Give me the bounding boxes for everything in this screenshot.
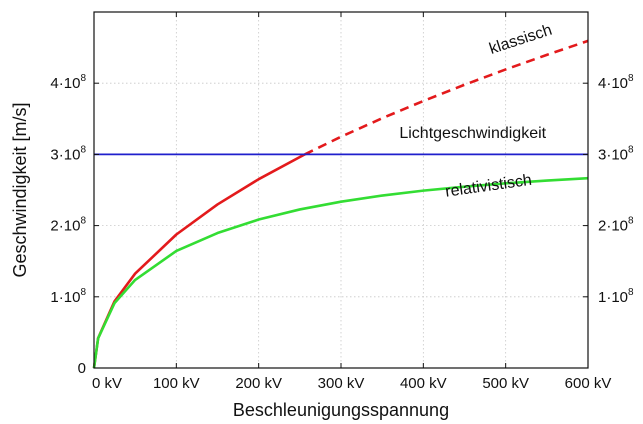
series-line-relativistisch	[92, 176, 589, 369]
annotation-klassisch: klassisch	[487, 22, 554, 58]
y-tick-exponent: 8	[80, 216, 86, 227]
y-tick-label-left: 4·108	[50, 73, 86, 92]
y-tick-label-right: 1·108	[598, 287, 634, 306]
y-axis-label: Geschwindigkeit [m/s]	[10, 102, 30, 277]
y-tick-exponent: 8	[80, 73, 86, 84]
annotation-lichtgeschwindigkeit: Lichtgeschwindigkeit	[399, 125, 546, 142]
y-tick-base: 1·10	[50, 289, 80, 306]
grid	[94, 12, 588, 368]
x-tick-label: 300 kV	[318, 375, 365, 392]
y-tick-base: 4·10	[50, 75, 80, 92]
y-tick-exponent: 8	[80, 144, 86, 155]
y-tick-exponent: 8	[628, 216, 634, 227]
y-tick-label-left: 1·108	[50, 287, 86, 306]
y-tick-label-left: 3·108	[50, 144, 86, 163]
y-tick-exponent: 8	[80, 287, 86, 298]
y-tick-label-left: 2·108	[50, 216, 86, 235]
y-tick-label-right: 4·108	[598, 73, 634, 92]
y-tick-label-left: 0	[78, 360, 86, 377]
y-tick-base: 0	[78, 360, 86, 377]
y-tick-exponent: 8	[628, 144, 634, 155]
y-tick-exponent: 8	[628, 287, 634, 298]
x-tick-label: 600 kV	[565, 375, 612, 392]
series-line-klassisch-solid	[92, 153, 306, 369]
x-tick-label: 400 kV	[400, 375, 447, 392]
annotations: klassisch Lichtgeschwindigkeit relativisti…	[399, 22, 554, 201]
x-tick-label: 200 kV	[235, 375, 282, 392]
x-tick-label: 500 kV	[482, 375, 529, 392]
ticks: 0 kV 100 kV 200 kV 300 kV 400 kV 500 kV 600 kV…	[50, 12, 634, 392]
y-tick-label-right: 3·108	[598, 144, 634, 163]
y-tick-base: 2·10	[598, 218, 628, 235]
y-tick-exponent: 8	[628, 73, 634, 84]
y-tick-base: 2·10	[50, 218, 80, 235]
y-tick-base: 3·10	[598, 146, 628, 163]
series-lines	[92, 39, 589, 369]
annotation-relativistisch: relativistisch	[444, 172, 533, 201]
x-axis-label: Beschleunigungsspannung	[233, 400, 449, 420]
x-tick-label: 0 kV	[92, 375, 122, 392]
series-line-klassisch-dashed	[304, 39, 589, 156]
x-tick-label: 100 kV	[153, 375, 200, 392]
y-tick-base: 4·10	[598, 75, 628, 92]
y-tick-base: 1·10	[598, 289, 628, 306]
y-tick-base: 3·10	[50, 146, 80, 163]
y-tick-label-right: 2·108	[598, 216, 634, 235]
